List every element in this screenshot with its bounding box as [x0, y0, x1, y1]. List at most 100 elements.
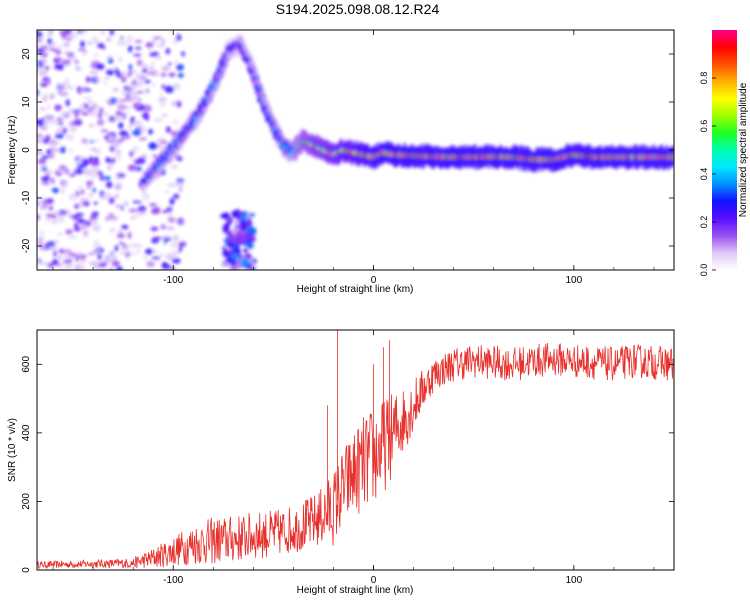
- heatmap-speckle: [167, 182, 175, 188]
- heatmap-speckle: [105, 69, 115, 76]
- heatmap-speckle: [169, 198, 175, 205]
- heatmap-speckle: [86, 41, 93, 45]
- heatmap-lower-band-cell: [230, 265, 238, 270]
- heatmap-speckle: [117, 104, 127, 111]
- heatmap-lower-band-cell: [243, 248, 248, 253]
- heatmap-speckle: [99, 107, 104, 113]
- heatmap-speckle: [118, 121, 124, 129]
- heatmap-speckle: [54, 239, 60, 245]
- heatmap-speckle: [166, 206, 173, 213]
- heatmap-speckle: [116, 266, 123, 270]
- heatmap-speckle: [132, 200, 142, 204]
- heatmap-speckle: [97, 42, 105, 49]
- heatmap-speckle: [118, 56, 123, 63]
- heatmap-speckle: [172, 193, 180, 200]
- heatmap-speckle: [112, 157, 116, 162]
- heatmap-speckle: [93, 78, 103, 81]
- heatmap-speckle: [117, 228, 124, 235]
- heatmap-speckle: [37, 30, 42, 33]
- heatmap-speckle: [137, 205, 147, 213]
- heatmap-speckle: [88, 192, 94, 197]
- heatmap-speckle: [37, 37, 45, 41]
- heatmap-speckle: [41, 155, 50, 159]
- heatmap-speckle: [139, 76, 148, 80]
- heatmap-speckle: [41, 181, 50, 185]
- heatmap-speckle: [65, 263, 71, 268]
- heatmap-speckle: [160, 84, 166, 89]
- colorbar-ticks: 0.0 0.2 0.4 0.6 0.8: [699, 72, 716, 276]
- heatmap-speckle: [37, 158, 47, 165]
- heatmap-speckle: [103, 176, 111, 181]
- heatmap-speckle: [46, 149, 51, 155]
- heatmap-speckle: [144, 248, 154, 255]
- heatmap-speckle: [57, 122, 64, 126]
- heatmap-speckle: [142, 104, 152, 112]
- heatmap-speckle: [107, 166, 111, 171]
- heatmap-speckle: [42, 60, 46, 66]
- heatmap-speckle: [151, 59, 155, 66]
- heatmap-speckle: [54, 104, 62, 111]
- heatmap-speckle: [148, 142, 158, 150]
- heatmap-speckle: [152, 236, 162, 241]
- heatmap-speckle: [56, 263, 62, 268]
- heatmap-speckle: [93, 53, 98, 57]
- heatmap-speckle: [90, 173, 101, 178]
- heatmap-speckle: [163, 240, 167, 244]
- heatmap-speckle: [86, 185, 91, 189]
- heatmap-speckle: [44, 261, 50, 267]
- heatmap-speckle: [168, 211, 172, 218]
- spectrogram-xtick-label: -100: [163, 275, 183, 286]
- heatmap-speckle: [51, 147, 57, 155]
- heatmap-speckle: [90, 159, 100, 167]
- heatmap-speckle: [40, 45, 49, 51]
- heatmap-speckle: [136, 82, 144, 88]
- heatmap-speckle: [52, 258, 59, 266]
- heatmap-speckle: [156, 144, 163, 148]
- heatmap-speckle: [65, 99, 70, 107]
- heatmap-speckle: [50, 119, 58, 125]
- snr-ylabel: SNR (10 * v/v): [7, 418, 18, 482]
- heatmap-lower-band-cell: [222, 249, 230, 258]
- heatmap-speckle: [75, 160, 80, 167]
- heatmap-speckle: [54, 133, 65, 139]
- heatmap-speckle: [129, 90, 138, 94]
- heatmap-speckle: [127, 35, 133, 43]
- heatmap-speckle: [132, 96, 141, 102]
- heatmap-speckle: [112, 140, 121, 148]
- heatmap-speckle: [158, 97, 167, 103]
- heatmap-speckle: [46, 32, 54, 37]
- heatmap-speckle: [166, 216, 176, 221]
- heatmap-speckle: [114, 183, 123, 191]
- heatmap-speckle: [74, 60, 79, 64]
- heatmap-speckle: [60, 112, 67, 116]
- heatmap-speckle: [116, 172, 123, 175]
- snr-frame: [36, 329, 675, 571]
- heatmap-speckle: [78, 185, 83, 190]
- spectrogram-xlabel: Height of straight line (km): [297, 284, 414, 295]
- heatmap-speckle: [74, 213, 84, 217]
- heatmap-speckle: [120, 71, 128, 77]
- colorbar-tick-label: 0.6: [699, 120, 709, 133]
- heatmap-speckle: [86, 106, 93, 112]
- heatmap-speckle: [176, 100, 182, 108]
- heatmap-speckle: [120, 206, 124, 210]
- snr-xtick-label: 0: [371, 575, 377, 586]
- heatmap-speckle: [87, 252, 95, 256]
- heatmap-lower-band-cell: [244, 252, 252, 260]
- heatmap-speckle: [141, 64, 148, 68]
- heatmap-speckle: [131, 129, 142, 136]
- heatmap-speckle: [88, 195, 92, 199]
- heatmap-speckle: [147, 128, 153, 135]
- snr-xlabel: Height of straight line (km): [297, 585, 414, 596]
- heatmap-speckle: [99, 173, 104, 182]
- heatmap-speckle: [170, 241, 178, 248]
- heatmap-speckle: [90, 147, 97, 151]
- heatmap-speckle: [171, 253, 178, 258]
- heatmap-speckle: [178, 245, 183, 253]
- heatmap-speckle: [50, 153, 54, 160]
- heatmap-speckle: [78, 48, 87, 52]
- heatmap-speckle: [65, 229, 73, 235]
- heatmap-speckle: [137, 247, 141, 255]
- heatmap-speckle: [120, 91, 129, 95]
- heatmap-speckle: [107, 212, 115, 219]
